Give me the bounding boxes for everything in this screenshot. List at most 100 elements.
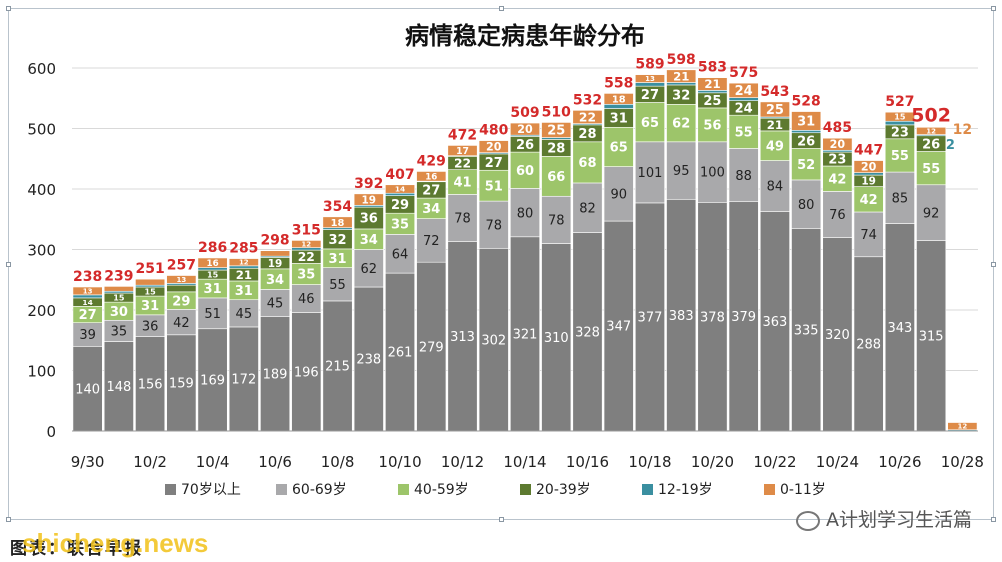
data-label: 2 xyxy=(946,138,955,153)
resize-handle[interactable] xyxy=(6,262,11,267)
legend-label: 40-59岁 xyxy=(414,482,469,498)
bar-segment xyxy=(103,341,134,432)
bar-segment xyxy=(947,422,978,431)
bar-segment xyxy=(260,289,291,317)
data-label: 36 xyxy=(360,212,378,227)
bar-segment xyxy=(853,186,884,213)
data-label: 23 xyxy=(828,153,846,168)
resize-handle[interactable] xyxy=(6,6,11,11)
data-label: 45 xyxy=(236,307,253,322)
total-label: 485 xyxy=(823,120,852,136)
bar-segment xyxy=(697,141,728,203)
data-label: 55 xyxy=(891,149,909,164)
wechat-icon xyxy=(796,510,820,531)
data-label: 12 xyxy=(926,127,936,135)
data-label: 21 xyxy=(704,77,720,91)
bar-segment xyxy=(572,110,603,124)
data-label: 62 xyxy=(361,262,378,277)
resize-handle[interactable] xyxy=(499,517,504,522)
resize-handle[interactable] xyxy=(991,517,996,522)
bar-segment xyxy=(228,299,259,328)
data-label: 51 xyxy=(485,179,503,194)
resize-handle[interactable] xyxy=(6,517,11,522)
resize-handle[interactable] xyxy=(991,6,996,11)
data-label: 32 xyxy=(329,233,347,248)
total-label: 532 xyxy=(573,92,602,108)
data-label: 78 xyxy=(548,214,565,229)
y-tick-label: 100 xyxy=(27,363,56,381)
data-label: 49 xyxy=(766,139,784,154)
data-label: 189 xyxy=(263,368,288,383)
x-tick-label: 10/22 xyxy=(753,453,796,471)
data-label: 21 xyxy=(236,268,252,282)
data-label: 18 xyxy=(612,94,626,105)
legend-swatch xyxy=(764,484,775,495)
x-tick-label: 10/2 xyxy=(133,453,167,471)
bar-segment xyxy=(353,193,384,206)
bar-segment xyxy=(541,243,572,432)
data-label: 65 xyxy=(641,116,659,131)
data-label: 377 xyxy=(638,311,663,326)
bar-segment xyxy=(416,261,447,432)
data-label: 30 xyxy=(110,305,128,320)
y-tick-label: 500 xyxy=(27,121,56,139)
bar-segment xyxy=(697,77,728,91)
x-tick-label: 10/26 xyxy=(878,453,921,471)
bar-segment xyxy=(853,256,884,432)
data-label: 80 xyxy=(517,206,534,221)
y-tick-label: 600 xyxy=(27,60,56,78)
data-label: 68 xyxy=(578,156,596,171)
total-label: 480 xyxy=(479,123,508,139)
bar-segment xyxy=(510,188,540,238)
data-label: 15 xyxy=(207,271,219,280)
data-label: 90 xyxy=(610,188,627,203)
legend-swatch xyxy=(165,484,176,495)
data-label: 20 xyxy=(861,161,877,174)
data-label: 215 xyxy=(325,360,350,375)
data-label: 20 xyxy=(830,138,846,151)
data-label: 12 xyxy=(953,122,972,138)
bar-segment xyxy=(759,101,790,118)
bar-segment xyxy=(510,236,540,432)
data-label: 27 xyxy=(641,88,659,103)
bar-segment xyxy=(884,111,915,122)
bar-segment xyxy=(666,104,697,143)
bar-segment xyxy=(853,160,884,173)
resize-handle[interactable] xyxy=(991,262,996,267)
x-tick-label: 10/10 xyxy=(378,453,421,471)
wechat-account-name: A计划学习生活篇 xyxy=(826,509,972,531)
x-tick-label: 10/18 xyxy=(628,453,671,471)
y-tick-label: 400 xyxy=(27,181,56,199)
resize-handle[interactable] xyxy=(499,6,504,11)
total-label: 543 xyxy=(760,84,789,100)
data-label: 23 xyxy=(891,125,909,140)
total-label: 429 xyxy=(417,153,446,169)
data-label: 66 xyxy=(547,170,565,185)
data-label: 39 xyxy=(79,328,96,343)
bar-segment xyxy=(791,130,822,134)
bar-segment xyxy=(353,286,384,432)
total-label: 510 xyxy=(542,104,571,120)
data-label: 32 xyxy=(672,88,690,103)
bar-segment xyxy=(385,184,416,194)
bar-segment xyxy=(728,114,759,149)
data-label: 35 xyxy=(391,217,409,232)
bar-segment xyxy=(916,240,947,432)
bar-segment xyxy=(916,184,947,241)
x-tick-label: 10/8 xyxy=(321,453,355,471)
data-label: 19 xyxy=(268,258,283,270)
total-label: 239 xyxy=(104,268,133,284)
total-label: 286 xyxy=(198,240,227,256)
bar-segment xyxy=(884,171,915,224)
bar-segment xyxy=(728,201,759,432)
bar-segment xyxy=(884,138,915,173)
data-label: 27 xyxy=(422,184,440,199)
total-label: 502 xyxy=(911,104,951,126)
data-label: 26 xyxy=(922,137,940,152)
bar-segment xyxy=(166,309,197,336)
bar-segment xyxy=(353,249,384,288)
bar-segment xyxy=(72,286,103,296)
bar-segment xyxy=(884,223,915,432)
bar-segment xyxy=(291,284,322,313)
bar-segment xyxy=(759,160,790,212)
